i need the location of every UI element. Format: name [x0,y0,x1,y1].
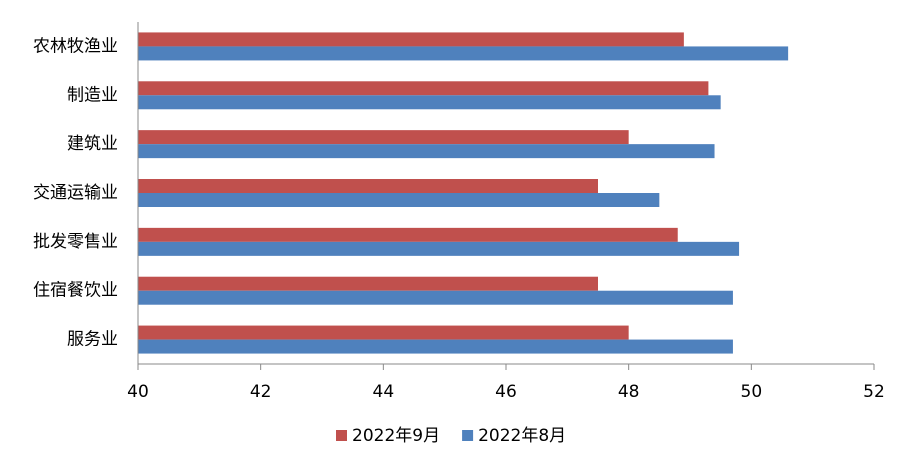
y-tick-label: 建筑业 [67,134,118,154]
bar [138,325,629,340]
legend-label: 2022年9月 [352,426,440,446]
bar [138,227,678,242]
x-tick-label: 40 [127,382,149,402]
bar [138,32,684,47]
bar [138,81,709,96]
x-tick-label: 52 [863,382,885,402]
bar [138,193,660,207]
y-tick-label: 制造业 [67,85,118,105]
x-tick-label: 50 [741,382,763,402]
y-tick-label: 服务业 [67,330,118,350]
bar [138,241,740,256]
bar [138,276,598,291]
bar [138,339,733,354]
bar [138,95,721,110]
y-tick-label: 农林牧渔业 [33,36,118,56]
legend-swatch [462,430,474,441]
y-tick-label: 住宿餐饮业 [33,281,118,301]
bar [138,144,715,159]
x-tick-label: 46 [495,382,517,402]
x-tick-label: 42 [250,382,272,402]
x-tick-label: 44 [373,382,395,402]
y-tick-label: 交通运输业 [33,183,118,203]
x-tick-label: 48 [618,382,640,402]
y-tick-label: 批发零售业 [33,232,118,252]
legend-swatch [336,430,347,441]
bar [138,130,629,145]
bar [138,179,598,193]
bar [138,290,733,305]
legend-label: 2022年8月 [478,426,566,446]
bar [138,46,789,61]
